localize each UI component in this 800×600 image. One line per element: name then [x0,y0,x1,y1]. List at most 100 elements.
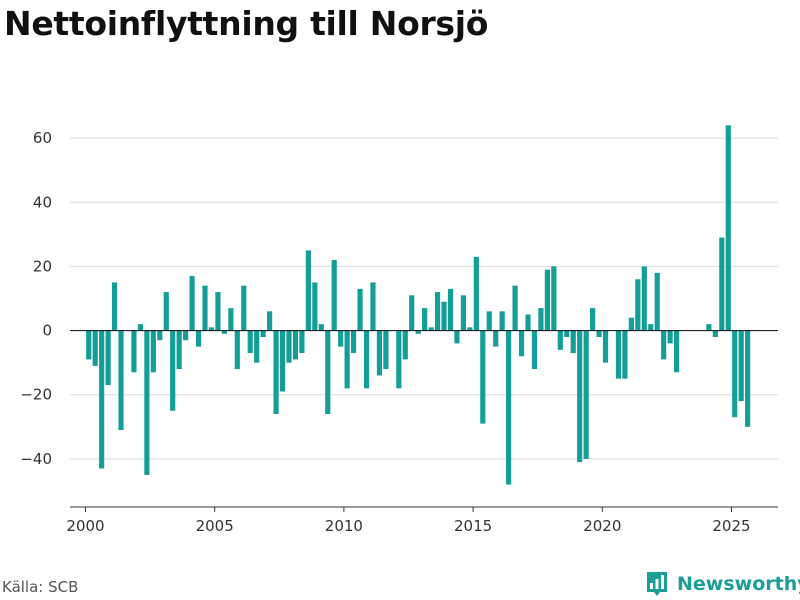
x-tick-label: 2025 [712,517,750,535]
bar [428,327,434,331]
bar [667,330,673,344]
y-tick-label: 40 [33,193,52,211]
bar [590,308,596,331]
bar [512,285,518,331]
bar [338,330,344,347]
bar [577,330,583,463]
bar [202,285,208,331]
bar [286,330,292,363]
bar [745,330,751,427]
bar [92,330,98,366]
bar [157,330,163,341]
bar [215,292,221,331]
bar [602,330,609,363]
bar [648,324,654,331]
bar [460,295,466,331]
bar [557,330,563,350]
bar [525,314,531,331]
axes [70,329,778,512]
bar [241,285,247,331]
bar [176,330,182,370]
bar [661,330,667,360]
bar [150,330,156,373]
bar [221,330,227,334]
bar [228,308,234,331]
y-tick-label: 60 [33,129,52,147]
bar [234,330,240,370]
bar [383,330,389,370]
bar [732,330,738,418]
bar [635,279,641,331]
bar [615,330,622,379]
bar [195,330,202,347]
x-tick-label: 2015 [454,517,492,535]
bar [312,282,318,331]
bar [402,330,408,360]
bar [118,330,124,431]
bar [273,330,279,414]
bar [622,330,628,379]
bar [376,330,383,376]
x-tick-label: 2005 [196,517,234,535]
bar [544,269,550,331]
bar [719,237,725,331]
bar [551,266,557,331]
bars [86,125,751,485]
bar [493,330,499,347]
bar [506,330,512,485]
bar [260,330,266,337]
bar [712,330,718,337]
bar [473,256,479,331]
bar [111,282,118,331]
newsworthy-icon [647,572,667,596]
bar [628,317,634,331]
bar [480,330,486,424]
bar [344,330,350,389]
bar [447,288,454,331]
y-tick-labels: −40 −20 0 20 40 60 [20,129,52,468]
y-tick-label: 0 [42,322,52,340]
bar [454,330,460,344]
bar [409,295,415,331]
bar [596,330,602,337]
bar [538,308,544,331]
bar [183,330,189,341]
bar [208,327,215,331]
bar [564,330,570,337]
bar [351,330,357,354]
bar [357,288,363,331]
bar [305,250,311,331]
bar [279,330,286,392]
gridlines [70,137,778,460]
bar [86,330,92,360]
brand-name: Newsworthy [677,573,800,595]
bar [170,330,176,411]
x-tick-labels: 2000 2005 2010 2015 2020 2025 [66,517,750,535]
bar [518,330,525,357]
bar [247,330,253,354]
x-tick-label: 2010 [325,517,363,535]
bar [267,311,273,331]
bar [531,330,538,370]
bar [292,330,299,360]
bar [99,330,105,469]
bar [570,330,576,354]
bar [137,324,143,331]
bar [441,301,447,331]
bar [363,330,370,389]
bar [467,327,473,331]
bar [318,324,324,331]
bar [144,330,150,475]
bar [331,260,337,331]
bar [673,330,680,373]
bar [163,292,169,331]
bar [434,292,441,331]
bar [415,330,421,334]
bar [189,276,195,331]
bar [105,330,111,386]
bar [486,311,492,331]
brand-logo: Newsworthy [645,570,800,598]
bar [396,330,402,389]
bar [725,125,731,331]
